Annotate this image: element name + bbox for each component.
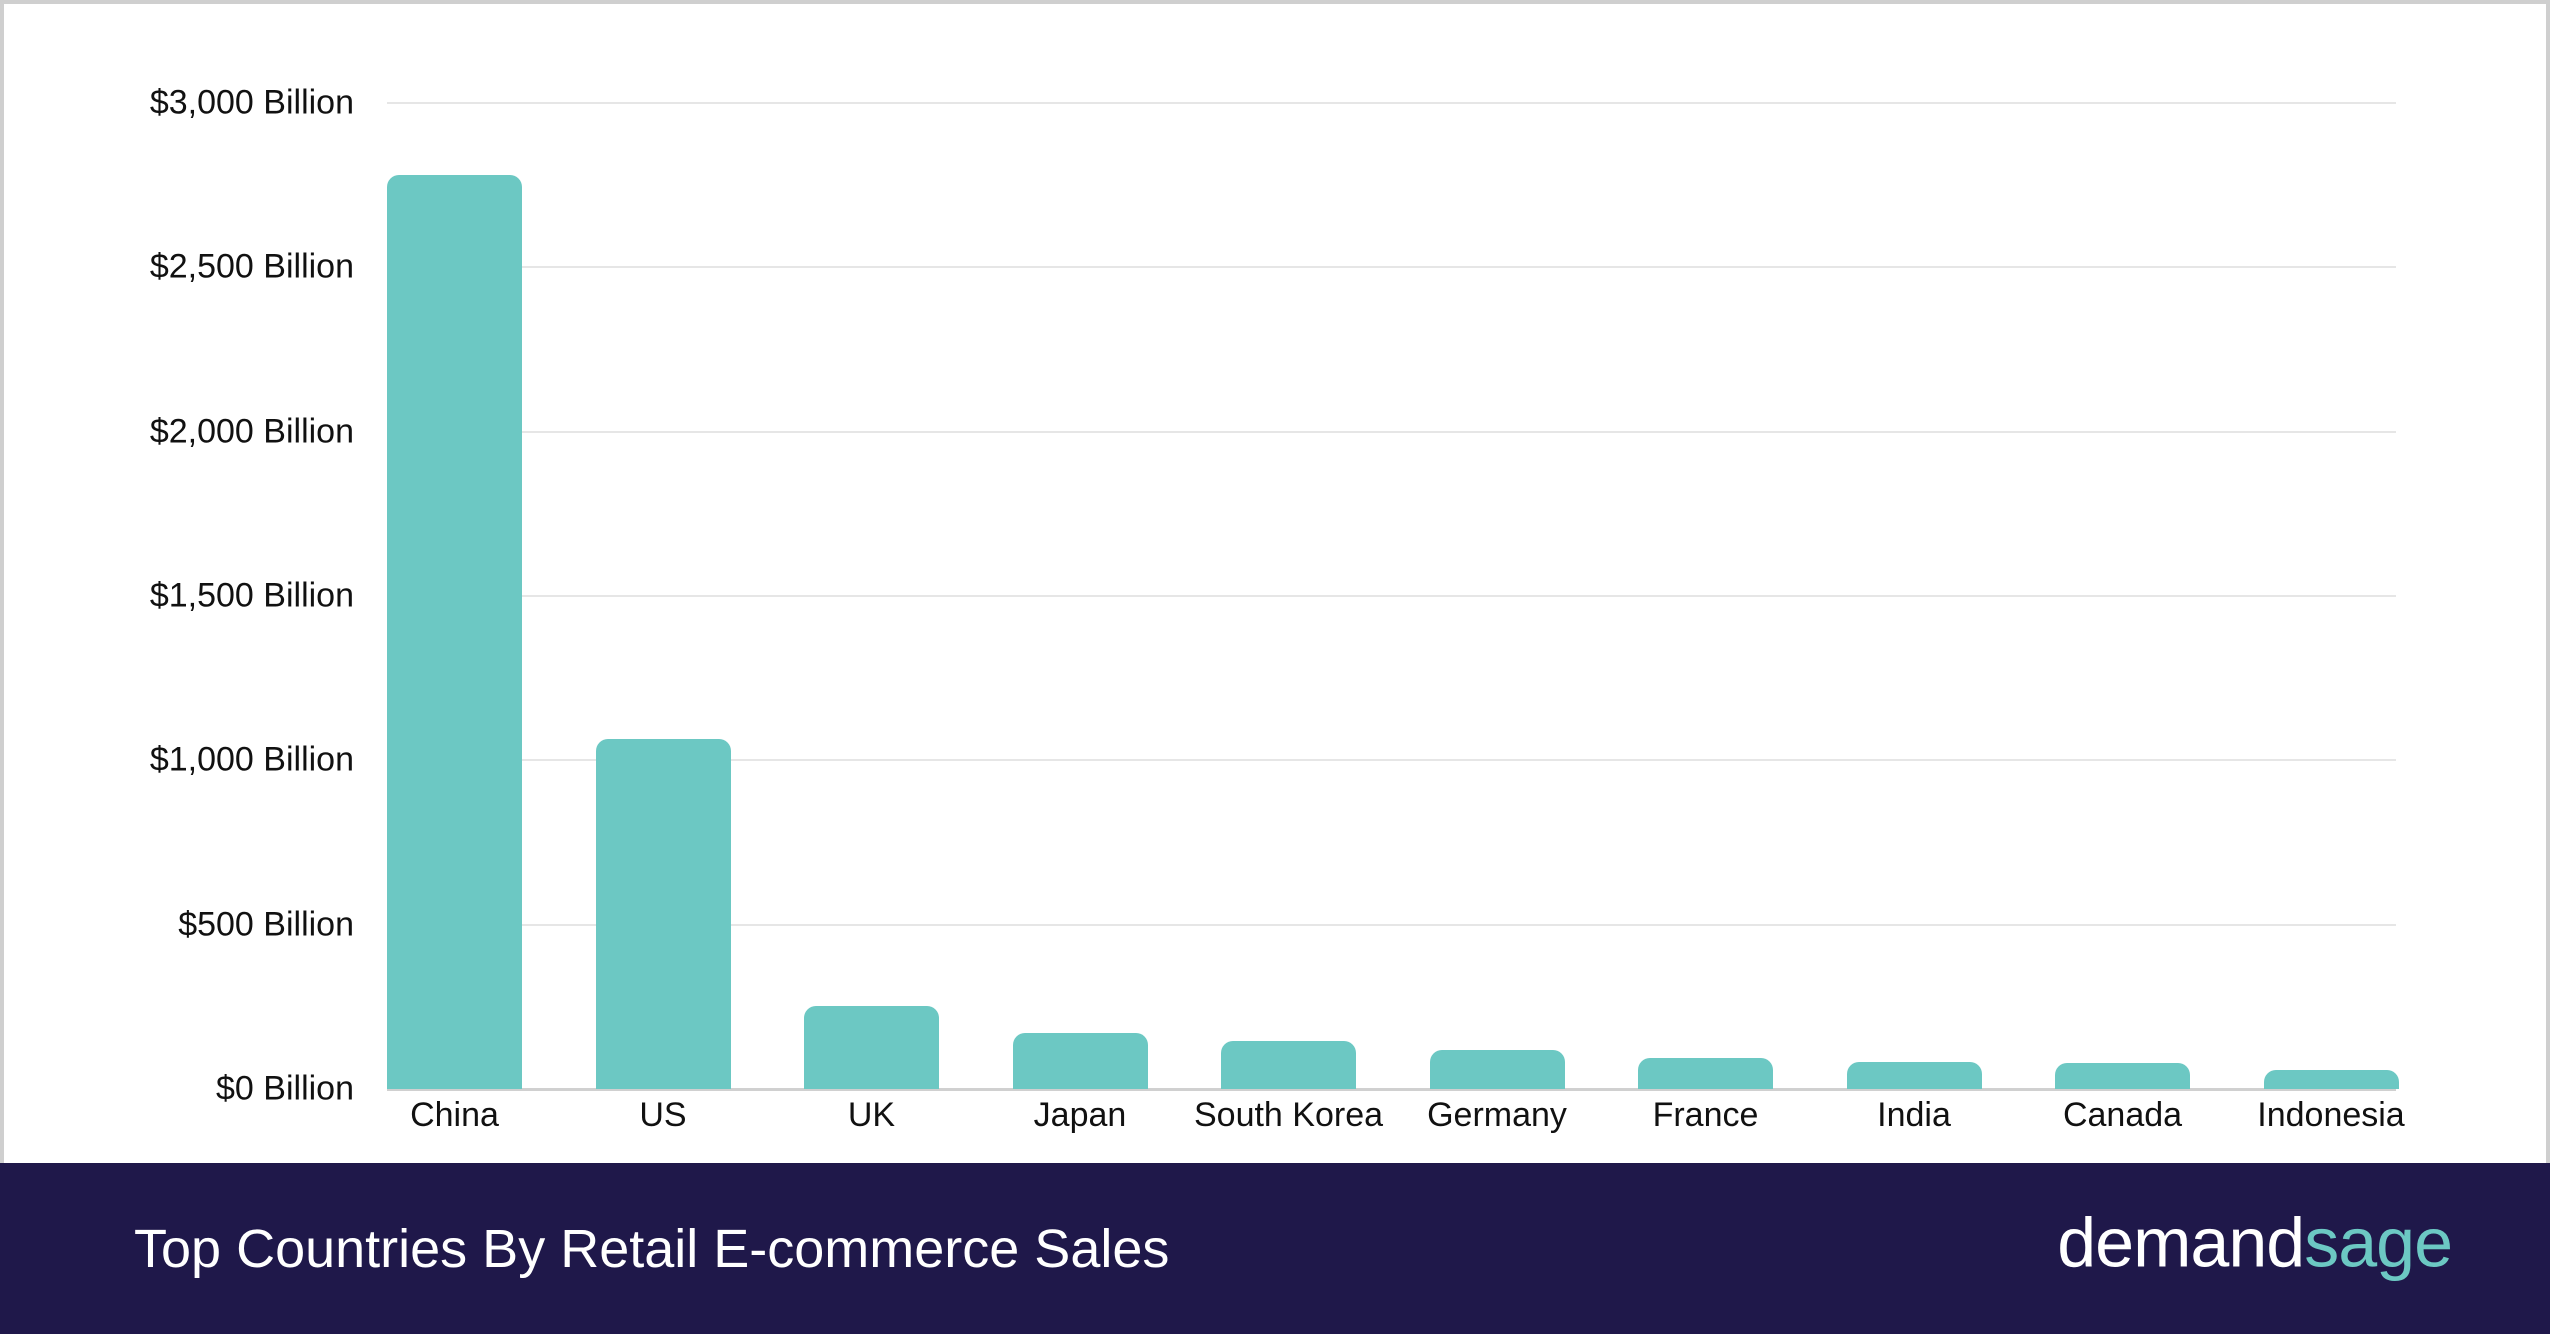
bar-indonesia (2263, 1069, 2399, 1089)
x-tick-label: Japan (1033, 1096, 1127, 1134)
x-axis-line (387, 1088, 2396, 1091)
y-tick-label: $500 Billion (178, 905, 354, 944)
chart-title: Top Countries By Retail E-commerce Sales (134, 1218, 1170, 1279)
bar-france (1638, 1058, 1773, 1089)
bar-canada (2055, 1063, 2190, 1089)
bar-germany (1429, 1049, 1565, 1089)
gridline (387, 595, 2396, 597)
gridline (387, 430, 2396, 433)
x-tick-label: South Korea (1193, 1096, 1384, 1134)
chart-frame: $0 Billion $500 Billion $1,000 Billion $1,5… (0, 0, 2550, 1163)
brand-logo: demandsage (2057, 1202, 2453, 1282)
bar-uk (804, 1006, 939, 1089)
plot-area (387, 102, 2399, 1091)
y-tick-label: $1,000 Billion (149, 740, 354, 779)
x-tick-label: India (1877, 1096, 1951, 1134)
y-tick-label: $2,500 Billion (149, 247, 354, 286)
x-tick-label: Germany (1427, 1096, 1567, 1134)
bar-china (387, 175, 522, 1089)
x-tick-label: France (1652, 1096, 1759, 1134)
x-tick-label: Canada (2062, 1096, 2183, 1134)
footer-banner: Top Countries By Retail E-commerce Sales… (0, 1163, 2550, 1334)
gridline (387, 759, 2396, 762)
y-tick-label: $2,000 Billion (149, 412, 354, 451)
y-tick-label: $3,000 Billion (149, 83, 354, 122)
x-tick-label: China (410, 1096, 499, 1134)
logo-part-sage: sage (2304, 1203, 2453, 1282)
y-tick-label: $0 Billion (216, 1069, 354, 1108)
bar-us (595, 738, 731, 1089)
x-tick-label: US (639, 1096, 687, 1134)
bar-south-korea (1221, 1041, 1356, 1089)
bar-india (1846, 1062, 1982, 1089)
y-tick-label: $1,500 Billion (149, 576, 354, 615)
x-tick-label: Indonesia (2257, 1096, 2405, 1134)
bar-japan (1012, 1033, 1148, 1089)
gridline (387, 923, 2396, 926)
gridline (387, 102, 2396, 104)
gridline (387, 266, 2396, 269)
logo-part-demand: demand (2057, 1203, 2305, 1282)
x-tick-label: UK (847, 1096, 896, 1134)
